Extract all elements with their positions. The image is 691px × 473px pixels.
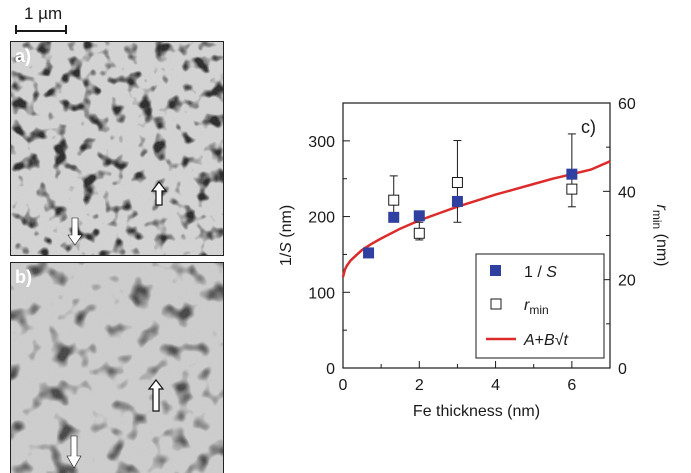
fit-curve-line — [341, 160, 611, 278]
panel-b-label: b) — [15, 267, 32, 287]
legend-label-inverse-s: 1 / S — [524, 264, 557, 281]
inverse-s-point — [451, 195, 463, 207]
scale-bar-line — [15, 25, 67, 34]
inverse-s-point — [363, 247, 375, 259]
y-right-tick-label: 20 — [618, 273, 636, 290]
panel-c-label: c) — [581, 117, 596, 137]
x-tick-label: 4 — [491, 377, 500, 394]
scale-bar: 1 µm — [15, 4, 69, 38]
micrograph-a-image — [11, 42, 223, 255]
y-left-tick-label: 0 — [326, 361, 335, 378]
x-tick-label: 0 — [339, 377, 348, 394]
x-tick-label: 6 — [567, 377, 576, 394]
y-left-tick-label: 100 — [308, 285, 335, 302]
hollow-arrow-icon — [147, 379, 165, 412]
micrograph-panel-b: b) — [10, 262, 224, 473]
scale-bar-label: 1 µm — [24, 4, 63, 23]
panel-a-label: a) — [15, 46, 32, 66]
legend-marker-rmin — [490, 298, 502, 310]
solid-arrow-icon — [67, 217, 83, 246]
legend-marker-inverse-s — [490, 265, 501, 276]
y-left-tick-label: 200 — [308, 210, 335, 227]
inverse-s-point — [388, 211, 400, 223]
hollow-arrow-icon — [150, 181, 168, 206]
micrograph-panel-a: a) — [10, 41, 224, 256]
legend-label-fit: A+B√t — [523, 332, 568, 349]
x-axis-label: Fe thickness (nm) — [413, 403, 540, 420]
rmin-point — [413, 227, 425, 239]
solid-arrow-icon — [66, 435, 82, 469]
y-left-tick-label: 300 — [308, 134, 335, 151]
inverse-s-point — [566, 168, 578, 180]
rmin-point — [451, 177, 463, 188]
y-right-axis-label: rmin (nm) — [650, 205, 670, 267]
y-right-tick-label: 0 — [618, 361, 627, 378]
y-left-axis-label: 1/S (nm) — [278, 205, 295, 266]
legend-label-rmin: rmin — [524, 297, 549, 317]
y-right-tick-label: 40 — [618, 184, 636, 201]
rmin-point — [388, 194, 400, 206]
inverse-s-point — [413, 210, 425, 222]
micrograph-b-image — [11, 263, 223, 473]
x-tick-label: 2 — [415, 377, 424, 394]
y-right-tick-label: 60 — [618, 96, 636, 113]
rmin-point — [566, 183, 578, 195]
